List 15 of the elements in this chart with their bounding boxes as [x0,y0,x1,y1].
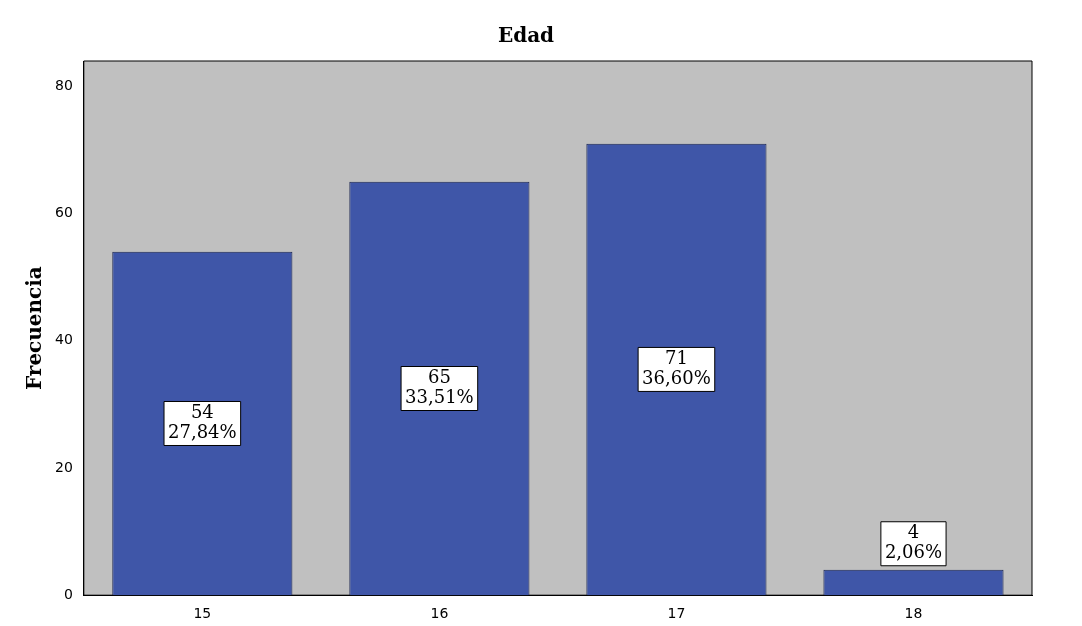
data-label: 4 2,06% [884,521,943,563]
y-tick-label: 60 [54,204,73,221]
x-tick-label: 16 [430,605,449,622]
y-tick-label: 80 [54,77,73,94]
x-tick-label: 18 [904,605,923,622]
data-label: 71 36,60% [642,347,711,389]
y-tick-label: 0 [63,585,73,602]
chart-title: Edad [497,23,555,48]
data-label: 65 33,51% [405,366,474,408]
x-tick-label: 17 [667,605,686,622]
x-tick-label: 15 [193,605,212,622]
y-tick-label: 20 [54,458,73,475]
data-label: 54 27,84% [168,401,237,443]
y-axis-title: Frecuencia [22,266,47,391]
y-tick-label: 40 [54,331,73,348]
